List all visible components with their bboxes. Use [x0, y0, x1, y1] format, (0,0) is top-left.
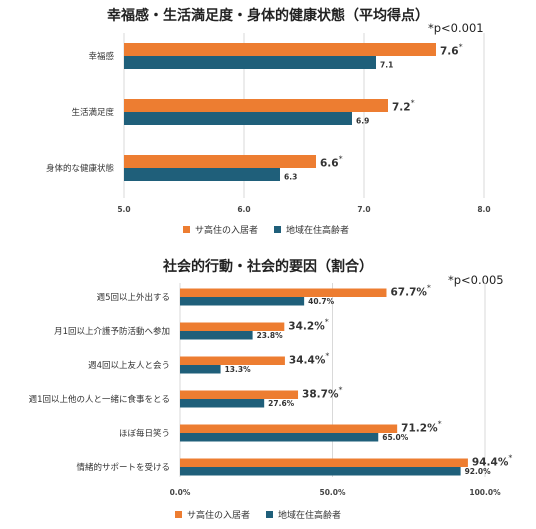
chart1-significance-note: *p<0.001: [428, 21, 484, 35]
category-label: 生活満足度: [71, 107, 114, 118]
data-label-series-1: 38.7%*: [302, 386, 342, 401]
chart2-legend: サ高住の入居者 地域在住高齢者: [175, 508, 341, 521]
bar-series-2: [180, 467, 461, 476]
significance-asterisk: *: [459, 43, 463, 52]
category-label: 週4回以上友人と会う: [88, 360, 170, 371]
data-label-series-1: 67.7%*: [390, 284, 430, 299]
legend-label: 地域在住高齢者: [278, 511, 342, 521]
bar-series-1: [180, 356, 285, 365]
chart2-significance-note: *p<0.005: [448, 273, 504, 287]
data-label-series-2: 6.9: [356, 117, 369, 126]
legend-label: サ高住の入居者: [187, 511, 251, 521]
x-tick-label: 6.0: [237, 205, 250, 214]
data-label-series-2: 40.7%: [308, 297, 335, 306]
bar-series-2: [124, 112, 352, 125]
chart2-title: 社会的行動・社会的要因（割合）: [163, 259, 373, 275]
bar-series-2: [180, 433, 379, 442]
data-label-series-2: 6.3: [284, 173, 297, 182]
legend-label: サ高住の入居者: [195, 226, 259, 236]
x-tick-label: 7.0: [357, 205, 370, 214]
bar-series-1: [180, 424, 398, 433]
bar-series-1: [180, 322, 285, 331]
data-label-series-1: 71.2%*: [401, 420, 441, 435]
legend-swatch-blue: [274, 226, 282, 233]
data-label-series-1: 34.4%*: [289, 352, 329, 367]
legend-item-series-1: サ高住の入居者: [183, 223, 258, 236]
x-tick-label: 50.0%: [319, 488, 346, 497]
significance-asterisk: *: [438, 420, 442, 429]
data-label-series-2: 23.8%: [257, 331, 284, 340]
data-label-series-1: 34.2%*: [288, 318, 328, 333]
significance-asterisk: *: [325, 318, 329, 327]
category-label: 幸福感: [88, 51, 114, 62]
data-label-series-2: 27.6%: [268, 399, 295, 408]
x-tick-label: 8.0: [477, 205, 490, 214]
data-label-series-1: 7.2*: [392, 99, 415, 114]
x-tick-label: 0.0%: [170, 488, 191, 497]
legend-item-series-2: 地域在住高齢者: [266, 508, 341, 521]
bar-series-1: [180, 458, 468, 467]
bar-series-2: [180, 297, 305, 306]
legend-swatch-orange: [175, 511, 182, 518]
significance-asterisk: *: [339, 155, 343, 164]
category-label: 週1回以上他の人と一緒に食事をとる: [29, 394, 170, 405]
significance-asterisk: *: [325, 352, 329, 361]
category-label: ほぼ毎日笑う: [119, 428, 170, 439]
category-label: 月1回以上介護予防活動へ参加: [54, 326, 170, 337]
bar-series-2: [124, 168, 280, 181]
bar-series-1: [124, 155, 316, 168]
bar-series-2: [124, 56, 376, 69]
legend-item-series-1: サ高住の入居者: [175, 508, 250, 521]
legend-swatch-blue: [266, 511, 274, 518]
bar-series-1: [180, 288, 387, 297]
category-label: 情緒的サポートを受ける: [76, 462, 170, 473]
category-label: 週5回以上外出する: [97, 292, 170, 303]
legend-swatch-orange: [183, 226, 190, 233]
bar-series-2: [180, 399, 265, 408]
bar-series-2: [180, 365, 221, 374]
category-label: 身体的な健康状態: [46, 163, 114, 174]
data-label-series-1: 6.6*: [320, 155, 343, 170]
significance-asterisk: *: [411, 99, 415, 108]
data-label-series-1: 7.6*: [440, 43, 463, 58]
bar-series-2: [180, 331, 253, 340]
significance-asterisk: *: [508, 454, 512, 463]
significance-asterisk: *: [427, 284, 431, 293]
data-label-series-2: 92.0%: [465, 467, 492, 476]
significance-asterisk: *: [338, 386, 342, 395]
data-label-series-2: 65.0%: [382, 433, 409, 442]
data-label-series-2: 13.3%: [225, 365, 252, 374]
legend-item-series-2: 地域在住高齢者: [274, 223, 349, 236]
legend-label: 地域在住高齢者: [286, 226, 350, 236]
data-label-series-1: 94.4%*: [472, 454, 512, 469]
chart1-legend: サ高住の入居者 地域在住高齢者: [183, 223, 349, 236]
bar-series-1: [124, 99, 388, 112]
chart1-title: 幸福感・生活満足度・身体的健康状態（平均得点）: [107, 8, 429, 24]
x-tick-label: 5.0: [117, 205, 130, 214]
bar-series-1: [124, 43, 436, 56]
data-label-series-2: 7.1: [380, 61, 393, 70]
x-tick-label: 100.0%: [469, 488, 501, 497]
bar-series-1: [180, 390, 299, 399]
